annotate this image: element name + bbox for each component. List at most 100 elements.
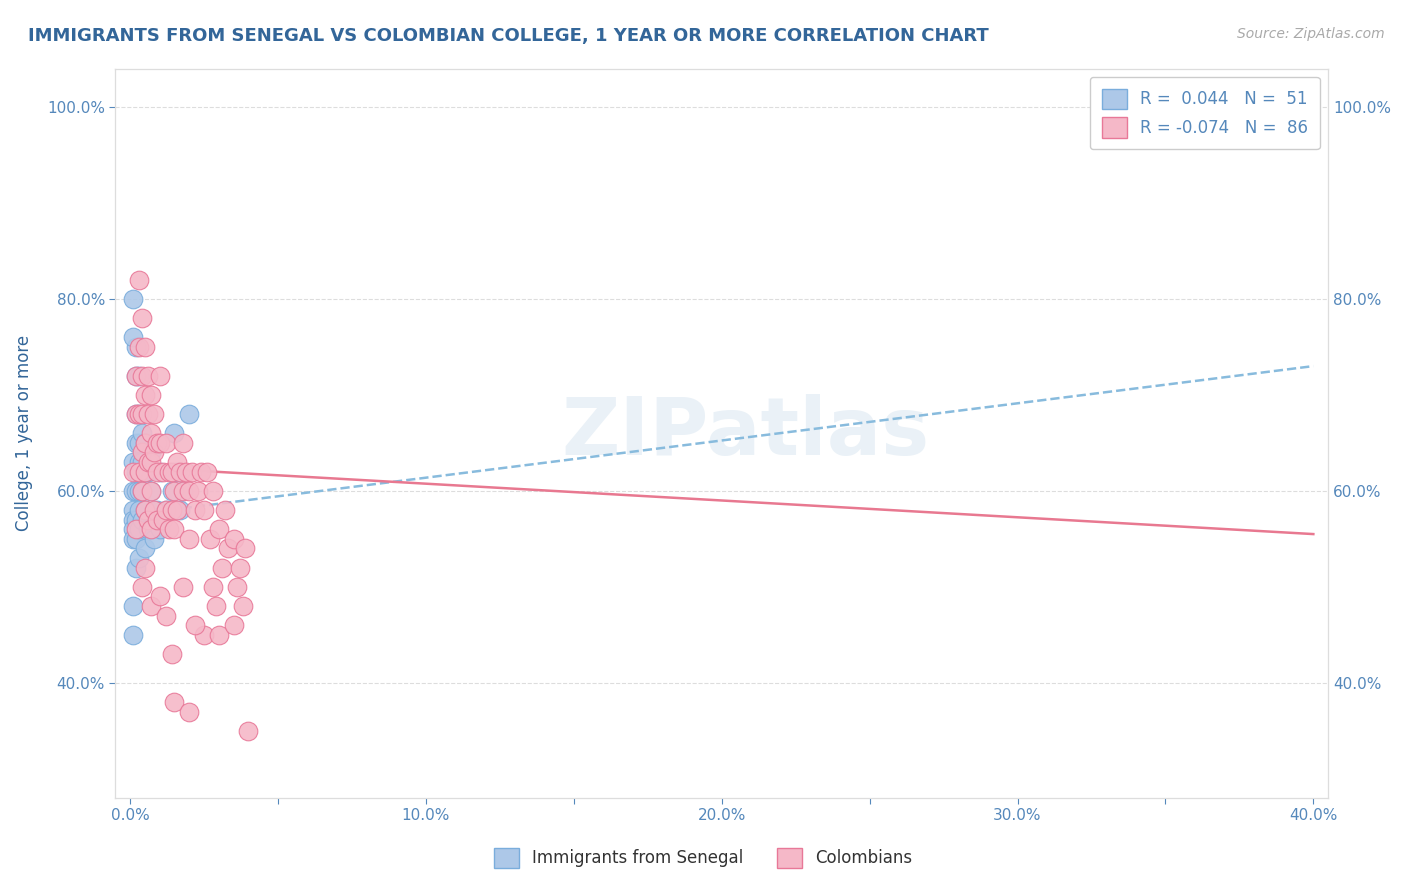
Point	[139, 522, 162, 536]
Point	[208, 628, 231, 642]
Point	[142, 532, 165, 546]
Point	[136, 522, 159, 536]
Point	[166, 503, 188, 517]
Point	[122, 465, 145, 479]
Point	[134, 388, 156, 402]
Point	[125, 368, 148, 383]
Point	[139, 388, 162, 402]
Point	[195, 465, 218, 479]
Point	[155, 436, 177, 450]
Point	[149, 522, 172, 536]
Point	[179, 407, 201, 421]
Point	[139, 599, 162, 613]
Point	[152, 465, 174, 479]
Point	[134, 560, 156, 574]
Point	[128, 503, 150, 517]
Point	[187, 483, 209, 498]
Point	[172, 436, 194, 450]
Point	[193, 503, 215, 517]
Point	[125, 532, 148, 546]
Point	[128, 522, 150, 536]
Point	[231, 599, 253, 613]
Point	[128, 483, 150, 498]
Point	[131, 407, 153, 421]
Point	[163, 522, 186, 536]
Point	[198, 532, 221, 546]
Point	[134, 436, 156, 450]
Point	[122, 628, 145, 642]
Point	[122, 532, 145, 546]
Point	[131, 445, 153, 459]
Text: ZIPatlas: ZIPatlas	[562, 394, 931, 472]
Point	[163, 426, 186, 441]
Point	[131, 426, 153, 441]
Point	[160, 647, 183, 661]
Point	[222, 618, 245, 632]
Point	[128, 465, 150, 479]
Point	[125, 513, 148, 527]
Point	[128, 407, 150, 421]
Point	[122, 522, 145, 536]
Point	[134, 340, 156, 354]
Point	[184, 618, 207, 632]
Point	[128, 368, 150, 383]
Point	[128, 407, 150, 421]
Point	[134, 541, 156, 556]
Point	[145, 513, 167, 527]
Point	[169, 503, 191, 517]
Point	[134, 465, 156, 479]
Legend: R =  0.044   N =  51, R = -0.074   N =  86: R = 0.044 N = 51, R = -0.074 N = 86	[1090, 77, 1320, 149]
Point	[149, 590, 172, 604]
Point	[160, 483, 183, 498]
Point	[128, 455, 150, 469]
Point	[201, 483, 224, 498]
Point	[125, 436, 148, 450]
Point	[149, 465, 172, 479]
Point	[136, 513, 159, 527]
Point	[201, 580, 224, 594]
Point	[160, 503, 183, 517]
Point	[134, 503, 156, 517]
Point	[217, 541, 239, 556]
Point	[131, 483, 153, 498]
Point	[145, 436, 167, 450]
Point	[149, 368, 172, 383]
Point	[184, 503, 207, 517]
Point	[163, 695, 186, 709]
Point	[157, 522, 180, 536]
Point	[139, 445, 162, 459]
Point	[136, 407, 159, 421]
Point	[222, 532, 245, 546]
Point	[122, 455, 145, 469]
Point	[238, 723, 260, 738]
Point	[166, 465, 188, 479]
Point	[169, 465, 191, 479]
Point	[131, 580, 153, 594]
Point	[134, 465, 156, 479]
Point	[155, 608, 177, 623]
Point	[131, 311, 153, 326]
Point	[134, 436, 156, 450]
Point	[128, 340, 150, 354]
Point	[122, 292, 145, 306]
Point	[172, 483, 194, 498]
Point	[152, 513, 174, 527]
Point	[131, 455, 153, 469]
Point	[235, 541, 257, 556]
Point	[125, 407, 148, 421]
Point	[228, 560, 250, 574]
Point	[125, 340, 148, 354]
Point	[136, 368, 159, 383]
Point	[145, 465, 167, 479]
Point	[157, 465, 180, 479]
Point	[142, 407, 165, 421]
Point	[125, 483, 148, 498]
Point	[122, 513, 145, 527]
Point	[139, 483, 162, 498]
Text: IMMIGRANTS FROM SENEGAL VS COLOMBIAN COLLEGE, 1 YEAR OR MORE CORRELATION CHART: IMMIGRANTS FROM SENEGAL VS COLOMBIAN COL…	[28, 27, 988, 45]
Point	[125, 522, 148, 536]
Point	[208, 522, 231, 536]
Legend: Immigrants from Senegal, Colombians: Immigrants from Senegal, Colombians	[486, 841, 920, 875]
Point	[214, 503, 236, 517]
Point	[136, 455, 159, 469]
